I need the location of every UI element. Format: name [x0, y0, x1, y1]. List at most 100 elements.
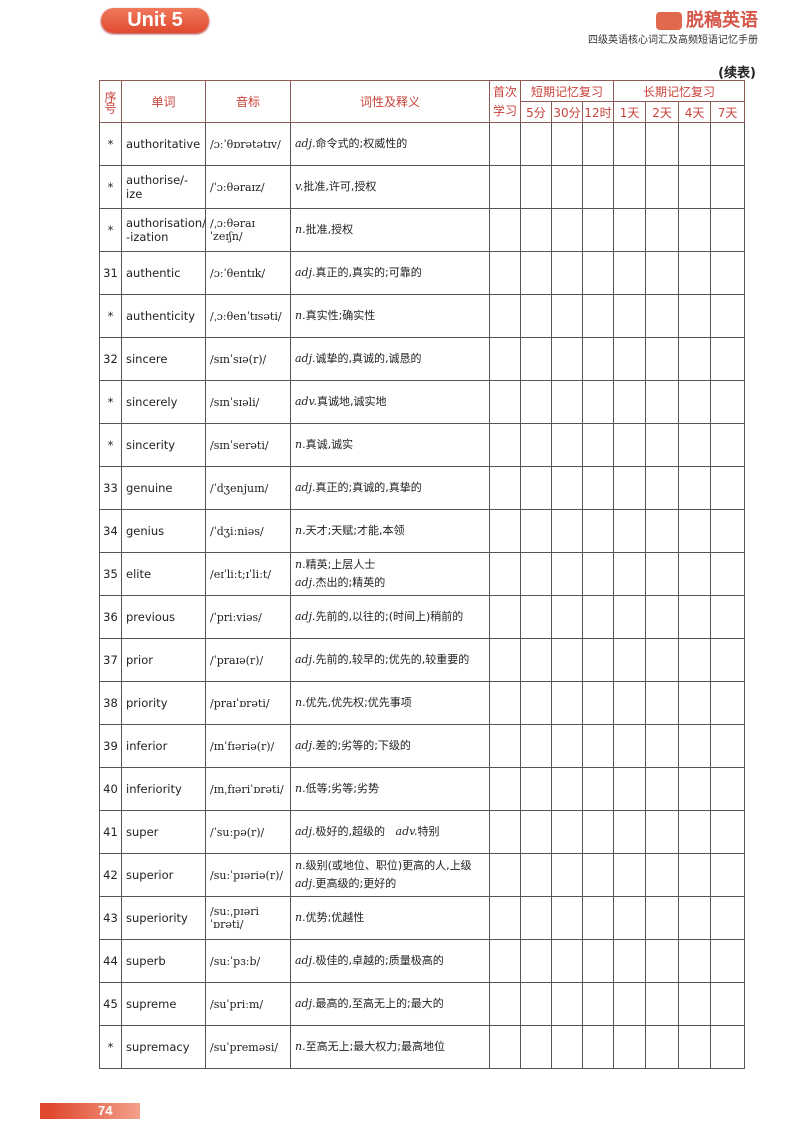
review-checkbox-cell[interactable] [551, 208, 583, 252]
review-checkbox-cell[interactable] [520, 638, 552, 682]
review-checkbox-cell[interactable] [613, 810, 647, 854]
review-checkbox-cell[interactable] [489, 165, 521, 209]
review-checkbox-cell[interactable] [645, 724, 680, 768]
review-checkbox-cell[interactable] [678, 423, 712, 467]
review-checkbox-cell[interactable] [489, 724, 521, 768]
review-checkbox-cell[interactable] [520, 552, 552, 596]
review-checkbox-cell[interactable] [520, 122, 552, 166]
review-checkbox-cell[interactable] [551, 982, 583, 1026]
review-checkbox-cell[interactable] [551, 724, 583, 768]
review-checkbox-cell[interactable] [678, 767, 712, 811]
review-checkbox-cell[interactable] [710, 982, 746, 1026]
review-checkbox-cell[interactable] [710, 165, 746, 209]
review-checkbox-cell[interactable] [551, 380, 583, 424]
review-checkbox-cell[interactable] [551, 939, 583, 983]
review-checkbox-cell[interactable] [710, 122, 746, 166]
review-checkbox-cell[interactable] [710, 423, 746, 467]
review-checkbox-cell[interactable] [710, 939, 746, 983]
review-checkbox-cell[interactable] [581, 982, 615, 1026]
review-checkbox-cell[interactable] [551, 466, 583, 510]
review-checkbox-cell[interactable] [678, 896, 712, 940]
review-checkbox-cell[interactable] [581, 380, 615, 424]
review-checkbox-cell[interactable] [520, 423, 552, 467]
review-checkbox-cell[interactable] [520, 337, 552, 381]
review-checkbox-cell[interactable] [613, 165, 647, 209]
review-checkbox-cell[interactable] [645, 122, 680, 166]
review-checkbox-cell[interactable] [489, 337, 521, 381]
review-checkbox-cell[interactable] [645, 423, 680, 467]
review-checkbox-cell[interactable] [520, 810, 552, 854]
review-checkbox-cell[interactable] [520, 853, 552, 897]
review-checkbox-cell[interactable] [678, 595, 712, 639]
review-checkbox-cell[interactable] [645, 165, 680, 209]
review-checkbox-cell[interactable] [581, 294, 615, 338]
review-checkbox-cell[interactable] [489, 810, 521, 854]
review-checkbox-cell[interactable] [551, 595, 583, 639]
review-checkbox-cell[interactable] [551, 896, 583, 940]
review-checkbox-cell[interactable] [710, 896, 746, 940]
review-checkbox-cell[interactable] [678, 251, 712, 295]
review-checkbox-cell[interactable] [645, 982, 680, 1026]
review-checkbox-cell[interactable] [613, 767, 647, 811]
review-checkbox-cell[interactable] [678, 982, 712, 1026]
review-checkbox-cell[interactable] [678, 294, 712, 338]
review-checkbox-cell[interactable] [710, 767, 746, 811]
review-checkbox-cell[interactable] [710, 337, 746, 381]
review-checkbox-cell[interactable] [581, 552, 615, 596]
review-checkbox-cell[interactable] [645, 380, 680, 424]
review-checkbox-cell[interactable] [581, 853, 615, 897]
review-checkbox-cell[interactable] [520, 767, 552, 811]
review-checkbox-cell[interactable] [678, 939, 712, 983]
review-checkbox-cell[interactable] [613, 423, 647, 467]
review-checkbox-cell[interactable] [613, 595, 647, 639]
review-checkbox-cell[interactable] [613, 208, 647, 252]
review-checkbox-cell[interactable] [581, 122, 615, 166]
review-checkbox-cell[interactable] [678, 165, 712, 209]
review-checkbox-cell[interactable] [581, 509, 615, 553]
review-checkbox-cell[interactable] [551, 122, 583, 166]
review-checkbox-cell[interactable] [551, 423, 583, 467]
review-checkbox-cell[interactable] [613, 939, 647, 983]
review-checkbox-cell[interactable] [613, 982, 647, 1026]
review-checkbox-cell[interactable] [645, 681, 680, 725]
review-checkbox-cell[interactable] [645, 638, 680, 682]
review-checkbox-cell[interactable] [613, 638, 647, 682]
review-checkbox-cell[interactable] [489, 681, 521, 725]
review-checkbox-cell[interactable] [581, 165, 615, 209]
review-checkbox-cell[interactable] [678, 208, 712, 252]
review-checkbox-cell[interactable] [613, 380, 647, 424]
review-checkbox-cell[interactable] [710, 724, 746, 768]
review-checkbox-cell[interactable] [678, 509, 712, 553]
review-checkbox-cell[interactable] [489, 767, 521, 811]
review-checkbox-cell[interactable] [581, 1025, 615, 1069]
review-checkbox-cell[interactable] [489, 509, 521, 553]
review-checkbox-cell[interactable] [678, 552, 712, 596]
review-checkbox-cell[interactable] [678, 853, 712, 897]
review-checkbox-cell[interactable] [520, 251, 552, 295]
review-checkbox-cell[interactable] [678, 1025, 712, 1069]
review-checkbox-cell[interactable] [551, 509, 583, 553]
review-checkbox-cell[interactable] [710, 681, 746, 725]
review-checkbox-cell[interactable] [581, 208, 615, 252]
review-checkbox-cell[interactable] [645, 810, 680, 854]
review-checkbox-cell[interactable] [710, 466, 746, 510]
review-checkbox-cell[interactable] [710, 853, 746, 897]
review-checkbox-cell[interactable] [613, 337, 647, 381]
review-checkbox-cell[interactable] [551, 681, 583, 725]
review-checkbox-cell[interactable] [613, 466, 647, 510]
review-checkbox-cell[interactable] [710, 1025, 746, 1069]
review-checkbox-cell[interactable] [551, 638, 583, 682]
review-checkbox-cell[interactable] [613, 251, 647, 295]
review-checkbox-cell[interactable] [551, 1025, 583, 1069]
review-checkbox-cell[interactable] [551, 337, 583, 381]
review-checkbox-cell[interactable] [551, 165, 583, 209]
review-checkbox-cell[interactable] [551, 810, 583, 854]
review-checkbox-cell[interactable] [489, 982, 521, 1026]
review-checkbox-cell[interactable] [645, 509, 680, 553]
review-checkbox-cell[interactable] [551, 767, 583, 811]
review-checkbox-cell[interactable] [645, 251, 680, 295]
review-checkbox-cell[interactable] [551, 552, 583, 596]
review-checkbox-cell[interactable] [489, 466, 521, 510]
review-checkbox-cell[interactable] [489, 122, 521, 166]
review-checkbox-cell[interactable] [581, 337, 615, 381]
